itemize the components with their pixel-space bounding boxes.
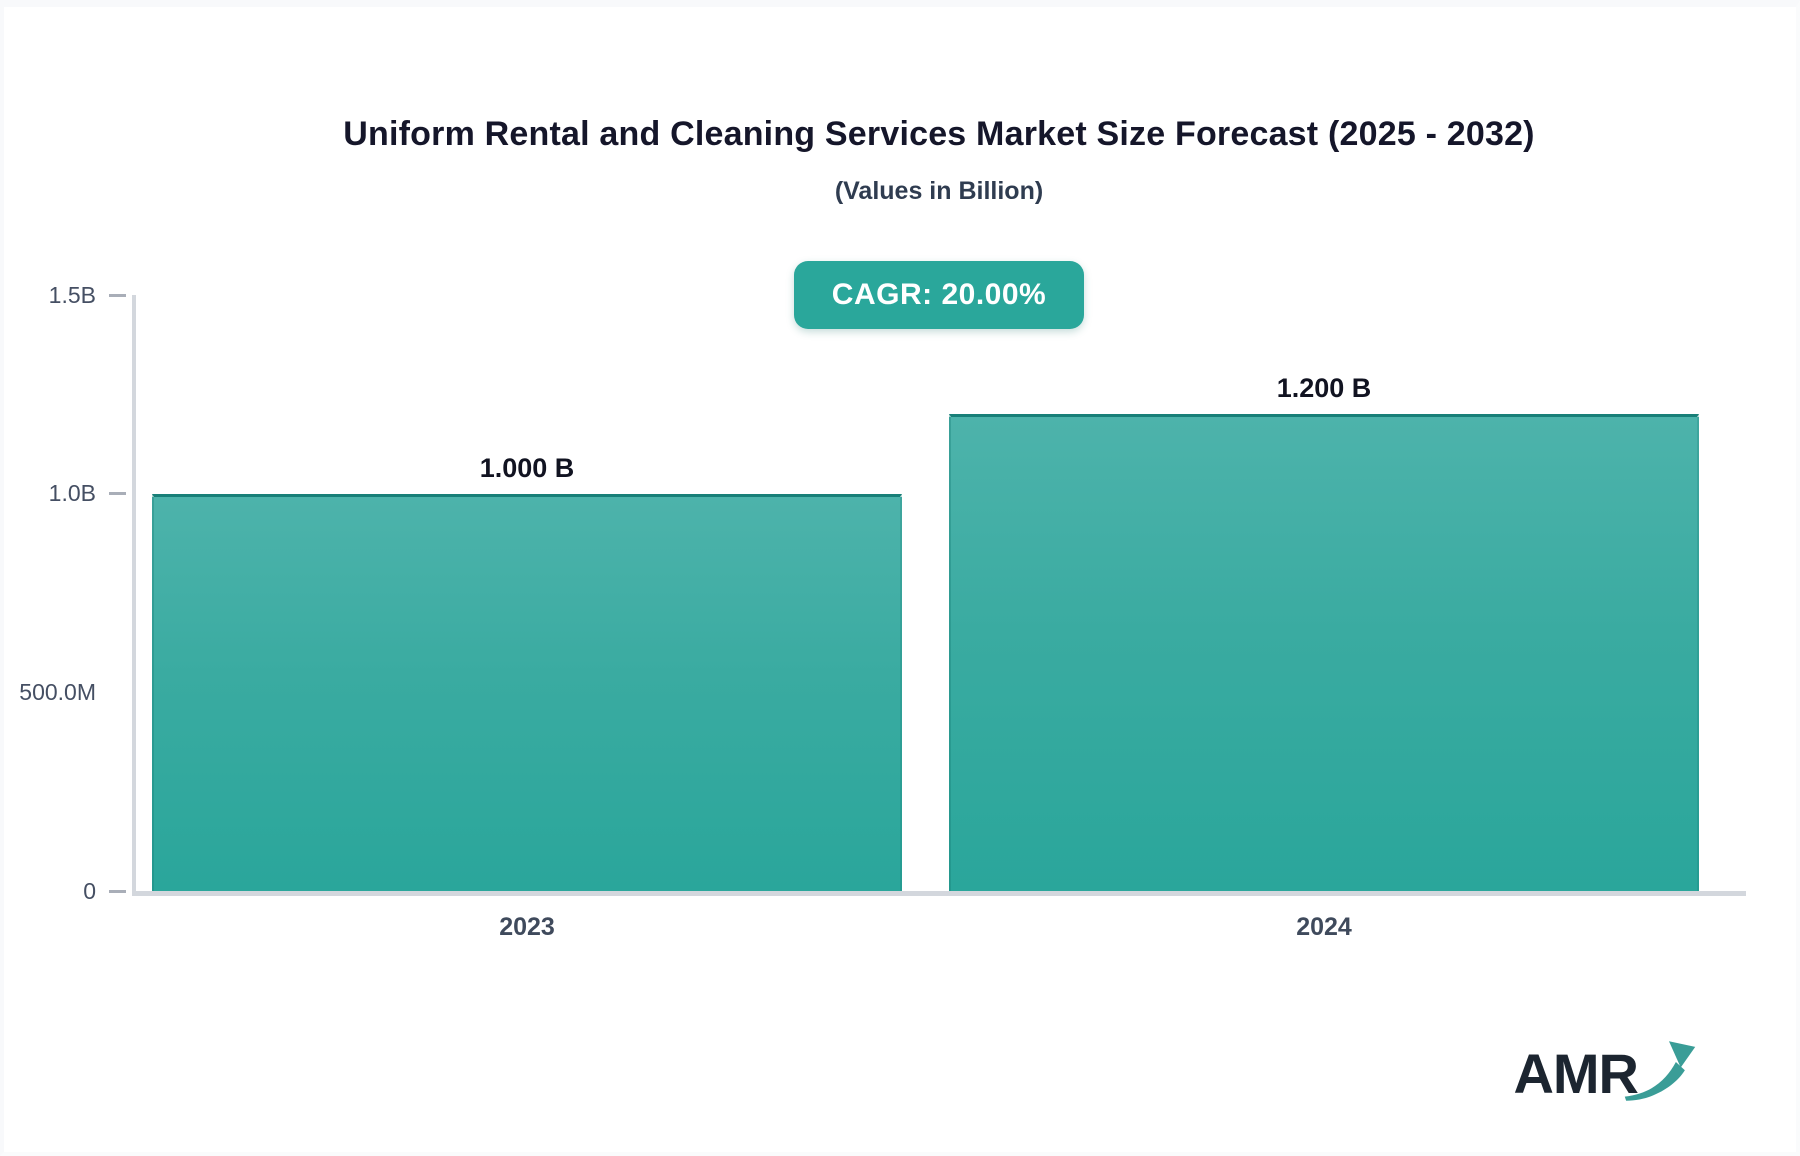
amr-logo-text: AMR bbox=[1513, 1042, 1639, 1105]
chart-title: Uniform Rental and Cleaning Services Mar… bbox=[343, 115, 1535, 153]
y-axis-tick: 1.0B bbox=[4, 479, 126, 509]
y-axis-tick: 0 bbox=[4, 876, 126, 906]
y-axis-tick-label: 1.5B bbox=[48, 281, 96, 308]
y-axis-tick-label: 1.0B bbox=[48, 480, 96, 507]
bar-value-label: 1.000 B bbox=[479, 452, 575, 483]
x-axis-label: 2024 bbox=[1296, 913, 1352, 941]
y-axis-tick: 500.0M bbox=[4, 677, 126, 707]
bar-value-label: 1.200 B bbox=[1276, 373, 1372, 404]
y-axis-tick-label: 0 bbox=[83, 877, 96, 904]
y-axis-tick-mark bbox=[109, 889, 126, 893]
amr-logo: AMR bbox=[1513, 1040, 1698, 1106]
x-axis-label: 2023 bbox=[499, 913, 555, 941]
cagr-badge-row: CAGR: 20.00% bbox=[132, 261, 1746, 329]
y-axis-tick-label: 500.0M bbox=[19, 678, 96, 705]
bar-group-2023: 1.000 B 2023 bbox=[152, 453, 902, 941]
y-axis-tick: 1.5B bbox=[4, 280, 126, 310]
y-axis-tick-mark bbox=[109, 492, 126, 496]
cagr-badge: CAGR: 20.00% bbox=[793, 261, 1085, 329]
trend-arrow-icon bbox=[1624, 1040, 1696, 1101]
bar-group-2024: 1.200 B 2024 bbox=[949, 373, 1699, 941]
bar-2024 bbox=[949, 414, 1699, 891]
bar-2023 bbox=[152, 493, 902, 891]
chart-subtitle: (Values in Billion) bbox=[834, 177, 1044, 205]
plot-area: 1.5B 1.0B 500.0M 0 1.000 B 2023 1.200 B … bbox=[19, 282, 1746, 941]
y-axis-tick-mark bbox=[109, 293, 126, 297]
